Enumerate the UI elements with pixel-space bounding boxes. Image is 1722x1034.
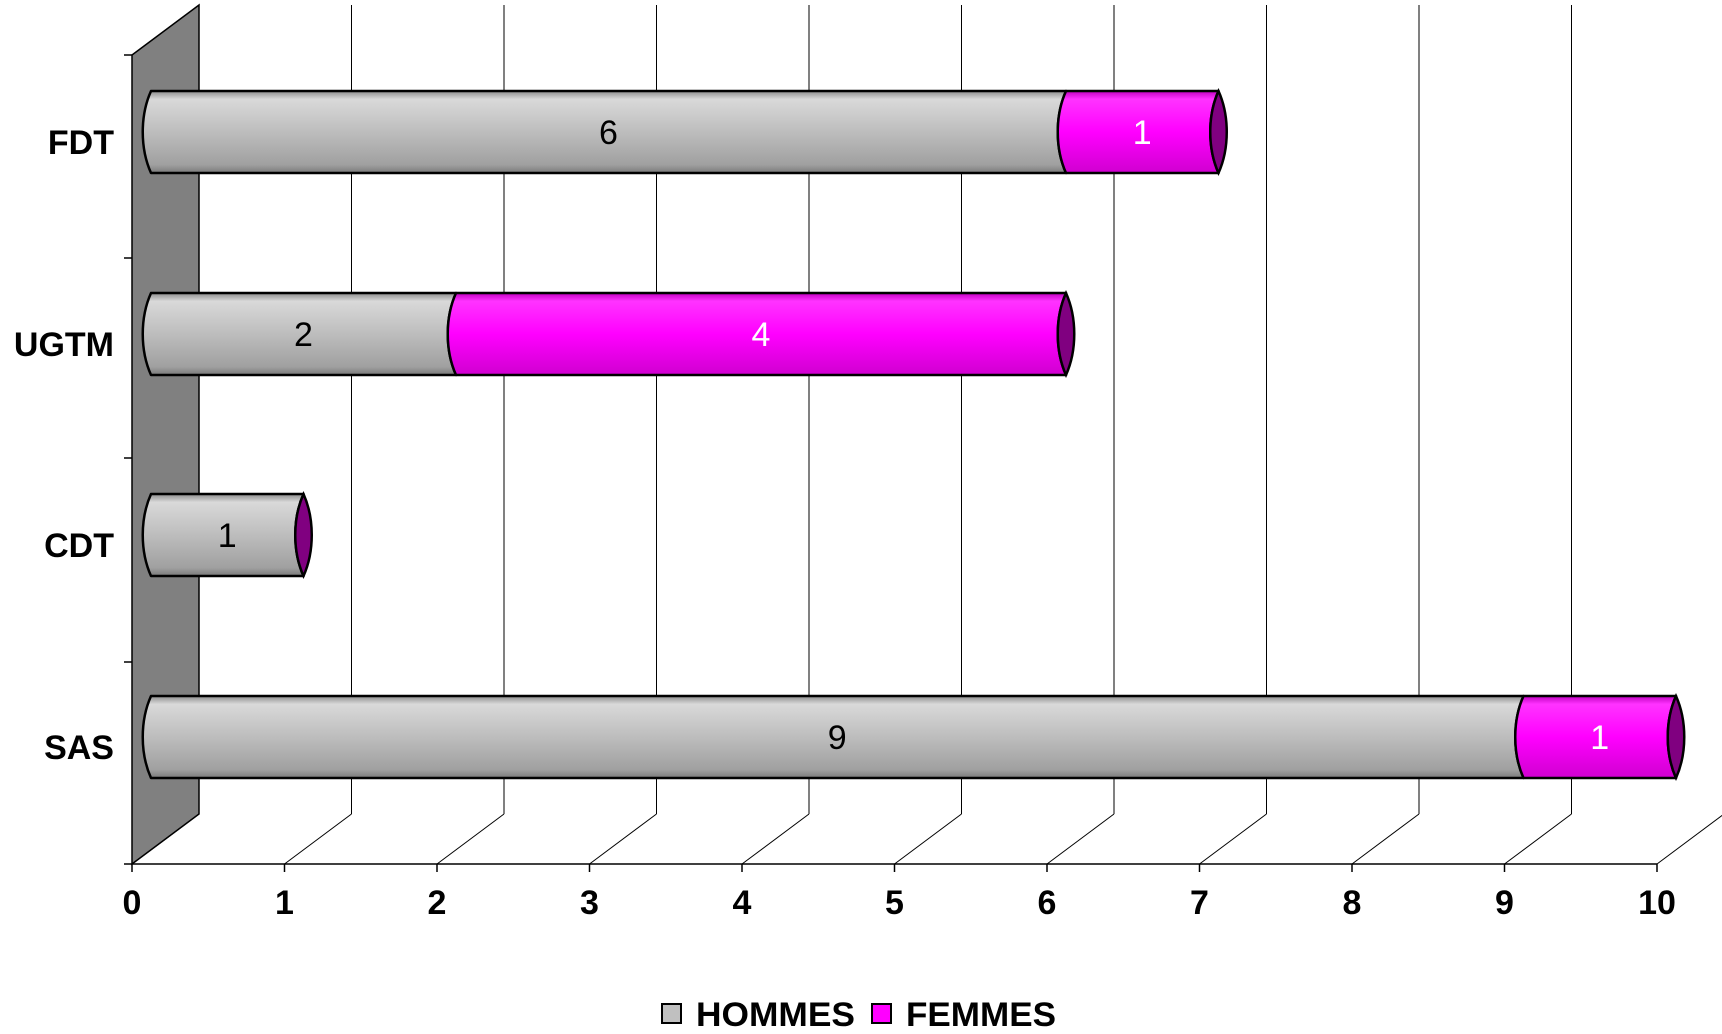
category-label: SAS (44, 729, 114, 767)
data-label: 4 (752, 316, 771, 354)
data-label: 1 (1133, 114, 1152, 152)
floor-diagonal (1199, 813, 1267, 865)
floor-diagonal (1046, 813, 1115, 865)
floor-diagonal (131, 813, 200, 865)
bar-end-cap (1209, 87, 1228, 177)
floor-diagonal (436, 813, 505, 865)
legend: HOMMES FEMMES (661, 996, 1056, 1034)
legend-swatch-femmes (871, 1003, 892, 1024)
x-tick-label: 8 (1343, 884, 1362, 922)
x-tick-label: 4 (733, 884, 752, 922)
category-label: FDT (48, 124, 114, 162)
data-labels: 6 1 2 4 1 9 1 (218, 114, 1609, 757)
data-label: 9 (828, 719, 847, 757)
bar-end-cap (1666, 692, 1686, 782)
floor-diagonal (1504, 813, 1572, 865)
data-label: 6 (599, 114, 618, 152)
x-tick-label: 0 (123, 884, 142, 922)
floor-diagonal (589, 813, 657, 865)
floor-diagonal (1351, 813, 1420, 865)
category-label: UGTM (14, 326, 114, 364)
data-label: 2 (294, 316, 313, 354)
bars (141, 87, 1686, 782)
category-tick-marks (124, 54, 132, 865)
legend-swatch-hommes (661, 1003, 682, 1024)
floor-diagonal (894, 813, 962, 865)
bar-end-cap (1056, 289, 1076, 379)
floor-diagonal (1656, 814, 1722, 865)
data-label: 1 (218, 517, 237, 555)
floor-diagonal (741, 813, 810, 865)
category-label: CDT (44, 527, 114, 565)
floor-diagonal (284, 813, 352, 865)
x-tick-label: 7 (1190, 884, 1209, 922)
x-tick-label: 1 (275, 884, 294, 922)
legend-label-hommes: HOMMES (696, 996, 855, 1034)
legend-label-femmes: FEMMES (906, 996, 1056, 1034)
x-axis: 0 1 2 3 4 5 6 7 8 9 10 (123, 863, 1676, 922)
gridlines (131, 5, 1722, 865)
x-tick-label: 3 (580, 884, 599, 922)
y-axis: FDT UGTM CDT SAS (14, 124, 114, 767)
x-tick-label: 5 (885, 884, 904, 922)
data-label: 1 (1590, 719, 1609, 757)
x-tick-label: 2 (428, 884, 447, 922)
x-tick-label: 6 (1038, 884, 1057, 922)
x-tick-label: 9 (1495, 884, 1514, 922)
bar-end-cap (294, 490, 313, 580)
x-tick-label: 10 (1638, 884, 1676, 922)
